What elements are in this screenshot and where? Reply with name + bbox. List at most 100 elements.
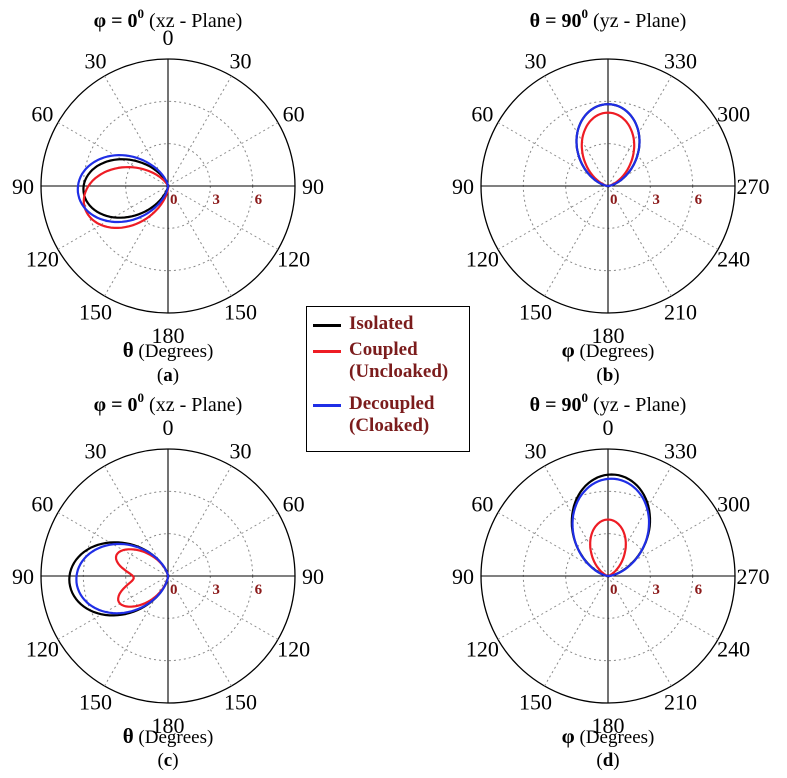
grid-spoke (104, 75, 169, 187)
title-equals: = 90 (540, 10, 581, 32)
grid-spoke (544, 575, 609, 687)
grid-spoke (607, 75, 672, 187)
angle-label: 150 (79, 300, 112, 325)
grid-spoke (544, 465, 609, 577)
angle-label: 210 (664, 690, 697, 715)
radial-tick-label: 0 (610, 192, 618, 208)
grid-spoke (57, 185, 169, 250)
angle-label: 90 (302, 174, 324, 199)
panel-label: (b) (596, 365, 619, 386)
title-plane: (xz - Plane) (144, 10, 242, 32)
axis-units: (Degrees) (134, 727, 214, 748)
panel-letter: a (163, 365, 173, 386)
panel-open: ( (157, 750, 163, 771)
angle-label: 240 (717, 247, 750, 272)
grid-spoke (167, 185, 279, 250)
angle-label: 0 (163, 25, 174, 50)
angle-label: 120 (26, 637, 59, 662)
axis-symbol: φ (562, 338, 575, 362)
angle-label: 30 (230, 438, 252, 463)
panel-label: (c) (157, 750, 178, 771)
title-plane: (xz - Plane) (144, 394, 242, 416)
radial-tick-label: 3 (212, 192, 220, 208)
title-symbol: θ (530, 394, 540, 416)
legend-item-coupled: Coupled (Uncloaked) (313, 339, 448, 383)
angle-label: 120 (277, 637, 310, 662)
grid-spoke (497, 575, 609, 640)
panel-open: ( (596, 365, 602, 386)
grid-spoke (167, 122, 279, 187)
angle-label: 330 (664, 48, 697, 73)
radial-tick-label: 6 (695, 192, 703, 208)
axis-symbol: θ (123, 724, 134, 748)
series-decoupled (76, 154, 170, 224)
chart-title: φ = 00 (xz - Plane) (94, 6, 243, 32)
axis-units: (Degrees) (575, 341, 655, 362)
axis-label: θ (Degrees) (123, 338, 214, 362)
grid-spoke (607, 512, 719, 577)
grid-spoke (544, 185, 609, 297)
grid-spoke (167, 575, 232, 687)
radial-tick-label: 0 (610, 582, 618, 598)
angle-label: 90 (452, 564, 474, 589)
panel-letter: c (164, 750, 172, 771)
title-plane: (yz - Plane) (588, 394, 686, 416)
angle-label: 60 (283, 102, 305, 127)
angle-label: 30 (525, 48, 547, 73)
angle-label: 120 (466, 637, 499, 662)
angle-label: 270 (737, 174, 770, 199)
chart-title: θ = 900 (yz - Plane) (530, 390, 687, 416)
grid-spoke (167, 75, 232, 187)
angle-label: 150 (224, 690, 257, 715)
panel-label: (a) (157, 365, 179, 386)
angle-label: 180 (152, 323, 185, 348)
radial-tick-label: 6 (255, 582, 263, 598)
axis-label: φ (Degrees) (562, 724, 655, 748)
title-superscript: 0 (138, 390, 145, 405)
chart-title: θ = 900 (yz - Plane) (530, 6, 687, 32)
legend-item-isolated: Isolated (313, 313, 413, 335)
angle-label: 90 (452, 174, 474, 199)
chart-title: φ = 00 (xz - Plane) (94, 390, 243, 416)
radial-tick-label: 6 (695, 582, 703, 598)
panel-letter: d (603, 750, 614, 771)
radial-tick-label: 0 (170, 192, 178, 208)
radial-tick-label: 3 (212, 582, 220, 598)
panel-close: ) (613, 750, 619, 771)
legend-swatch-isolated (313, 324, 341, 327)
angle-label: 120 (466, 247, 499, 272)
grid-spoke (497, 185, 609, 250)
grid-spoke (607, 185, 672, 297)
series-decoupled (571, 477, 651, 578)
angle-label: 150 (519, 300, 552, 325)
angle-label: 300 (717, 102, 750, 127)
series-coupled (82, 166, 170, 229)
series-decoupled (75, 542, 170, 615)
angle-label: 60 (283, 492, 305, 517)
angle-label: 180 (152, 713, 185, 738)
angle-label: 60 (471, 102, 493, 127)
legend-item-decoupled: Decoupled (Cloaked) (313, 393, 435, 437)
grid-spoke (167, 465, 232, 577)
legend-swatch-coupled (313, 350, 341, 353)
title-equals: = 90 (540, 394, 581, 416)
angle-label: 30 (525, 438, 547, 463)
title-symbol: φ (94, 10, 106, 32)
angle-label: 90 (12, 564, 34, 589)
angle-label: 0 (603, 415, 614, 440)
legend-label-isolated: Isolated (349, 313, 414, 334)
grid-spoke (57, 122, 169, 187)
axis-symbol: φ (562, 724, 575, 748)
grid-spoke (544, 75, 609, 187)
grid-spoke (167, 185, 232, 297)
title-superscript: 0 (582, 6, 589, 21)
angle-label: 60 (31, 102, 53, 127)
title-superscript: 0 (582, 390, 589, 405)
angle-label: 180 (592, 323, 625, 348)
radial-tick-label: 3 (652, 192, 660, 208)
angle-label: 150 (79, 690, 112, 715)
angle-label: 210 (664, 300, 697, 325)
title-equals: = 0 (106, 394, 137, 416)
